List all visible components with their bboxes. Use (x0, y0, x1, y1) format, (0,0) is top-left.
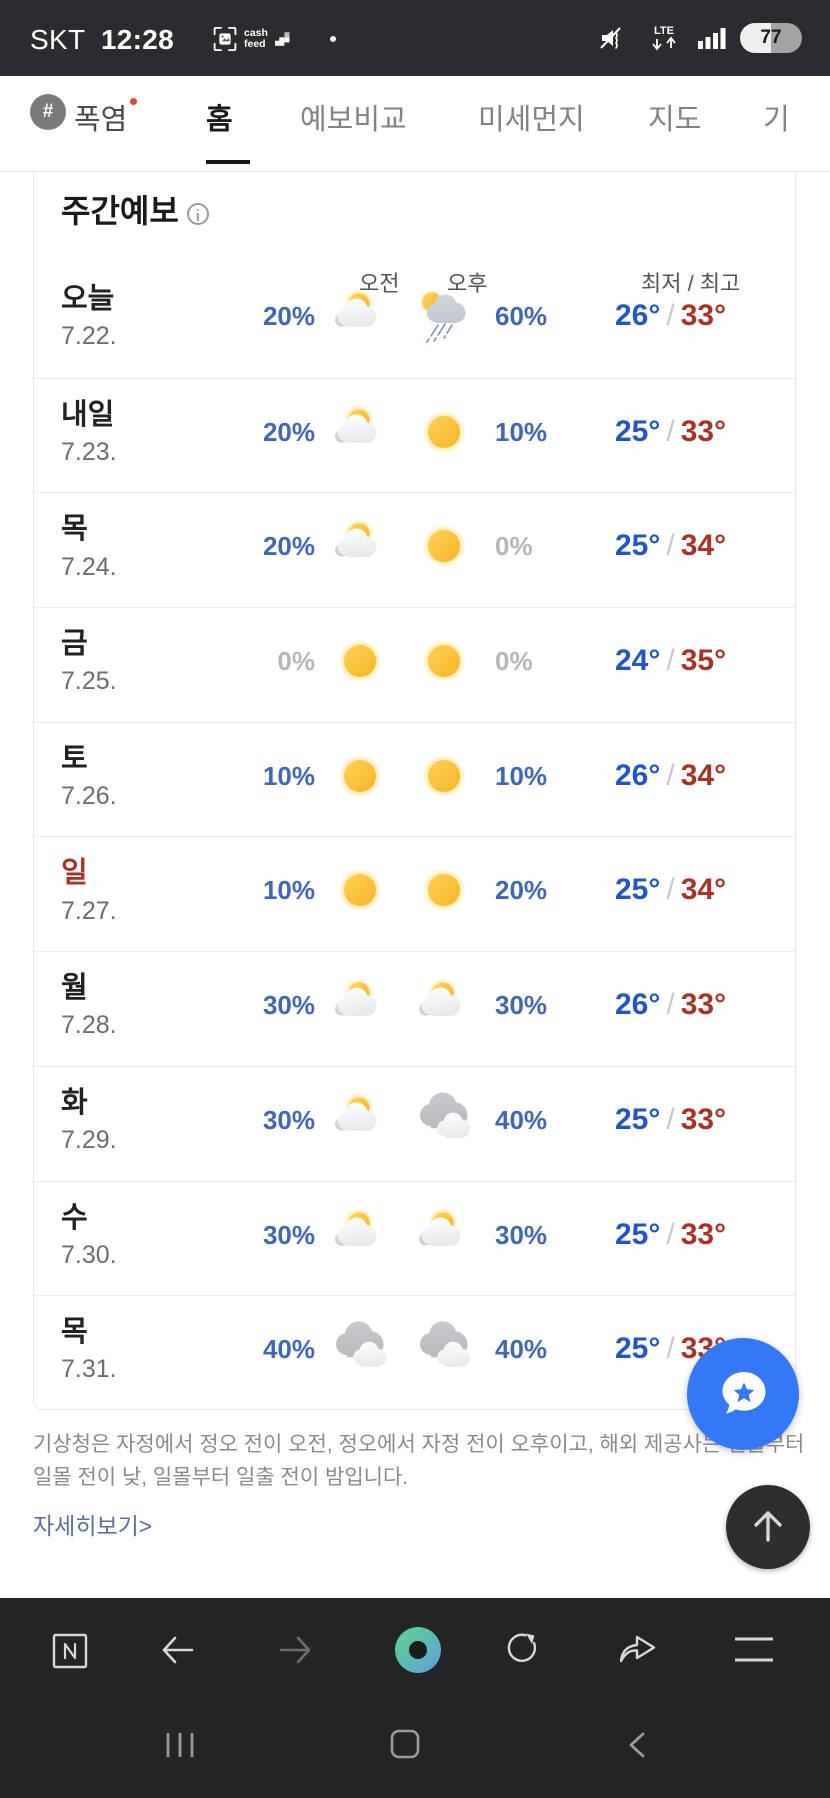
svg-text:LTE: LTE (654, 25, 674, 37)
